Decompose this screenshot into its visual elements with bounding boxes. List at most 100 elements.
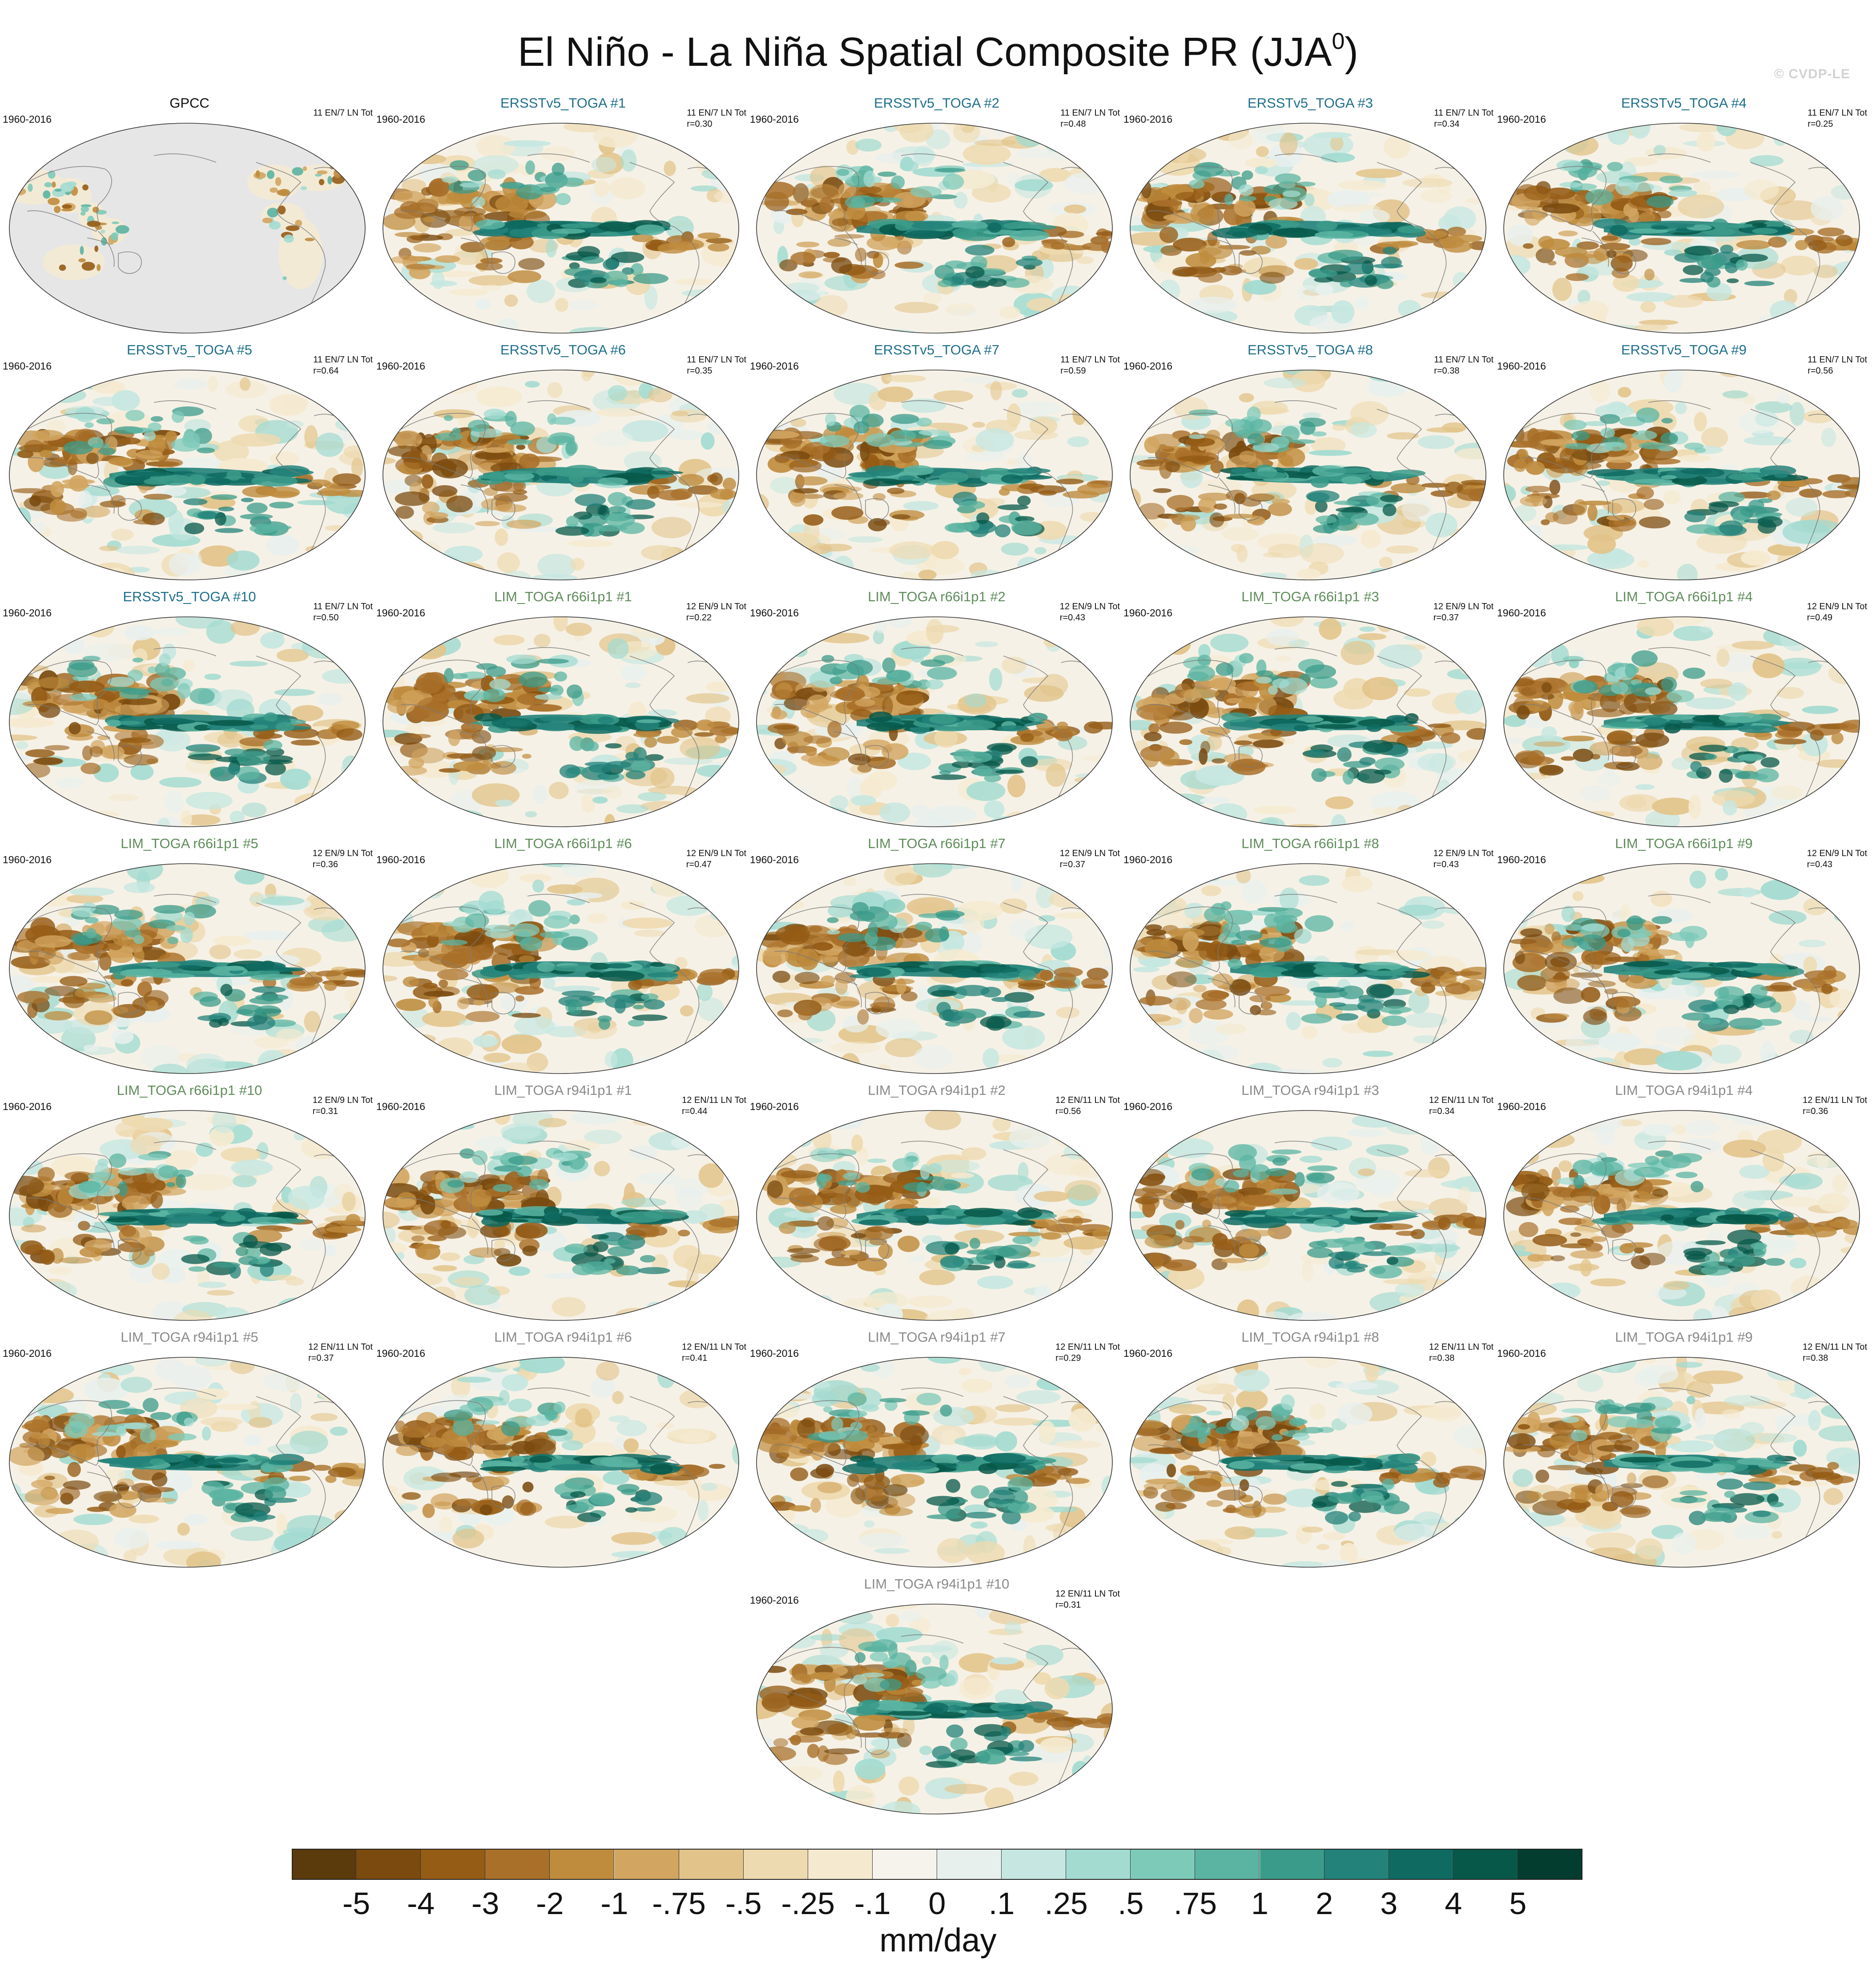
colorbar-units: mm/day (879, 1922, 997, 1959)
panel-pattern-correlation: r=0.38 (1803, 1353, 1828, 1363)
panel-pattern-correlation: r=0.37 (308, 1353, 334, 1363)
panel-title: LIM_TOGA r66i1p1 #6 (494, 836, 632, 851)
global-map (1502, 1107, 1862, 1324)
panel-title: LIM_TOGA r94i1p1 #10 (864, 1576, 1010, 1592)
panel-pattern-correlation: r=0.34 (1429, 1106, 1455, 1116)
panel-stats: 11 EN/7 LN Tot r=0.59 (1060, 354, 1120, 377)
panel-period: 1960-2016 (750, 113, 799, 125)
panel-title: ERSSTv5_TOGA #10 (123, 589, 256, 604)
colorbar-swatch (550, 1849, 615, 1880)
colorbar-swatch (1066, 1849, 1131, 1880)
panel-pattern-correlation: r=0.38 (1429, 1353, 1455, 1363)
precipitation-composite-map (1503, 123, 1860, 334)
map-panel: LIM_TOGA r66i1p1 #2 1960-2016 12 EN/9 LN T… (750, 587, 1123, 834)
map-panel: LIM_TOGA r66i1p1 #5 1960-2016 12 EN/9 LN T… (3, 834, 376, 1081)
map-panel: ERSSTv5_TOGA #1 1960-2016 11 EN/7 LN Tot r=… (376, 93, 750, 340)
panel-period: 1960-2016 (3, 854, 52, 865)
colorbar-tick-label: -2 (536, 1886, 564, 1921)
panel-period: 1960-2016 (3, 1348, 52, 1359)
panel-stats: 11 EN/7 LN Tot r=0.30 (687, 108, 746, 130)
figure-title: El Niño - La Niña Spatial Composite PR (… (0, 17, 1876, 76)
panel-pattern-correlation: r=0.37 (1433, 613, 1459, 623)
colorbar-swatch (1002, 1849, 1067, 1880)
panel-pattern-correlation: r=0.36 (1803, 1106, 1828, 1116)
precipitation-composite-map (9, 1110, 366, 1321)
global-map (7, 1107, 367, 1324)
panel-title: LIM_TOGA r66i1p1 #2 (868, 589, 1006, 604)
precipitation-composite-map (1130, 123, 1486, 334)
colorbar-tick-label: .5 (1118, 1886, 1144, 1921)
global-map (381, 1354, 741, 1571)
panel-period: 1960-2016 (3, 113, 52, 125)
panel-event-counts: 12 EN/9 LN Tot (686, 849, 746, 858)
colorbar (292, 1849, 1582, 1880)
global-map (1502, 861, 1862, 1077)
map-panel: LIM_TOGA r94i1p1 #7 1960-2016 12 EN/11 LN … (750, 1327, 1123, 1574)
precipitation-composite-map (756, 370, 1113, 580)
panel-stats: 11 EN/7 LN Tot r=0.35 (687, 354, 746, 377)
panel-stats: 12 EN/9 LN Tot r=0.37 (1433, 601, 1494, 623)
panel-pattern-correlation: r=0.47 (686, 860, 712, 869)
colorbar-tick-label: 5 (1509, 1886, 1527, 1921)
panel-event-counts: 11 EN/7 LN Tot (1808, 108, 1867, 118)
figure-title-tail: ) (1345, 29, 1359, 75)
panel-pattern-correlation: r=0.37 (1059, 860, 1085, 869)
global-map (381, 367, 741, 583)
colorbar-tick-label: 2 (1316, 1886, 1333, 1921)
panel-period: 1960-2016 (750, 1594, 799, 1606)
map-panel: ERSSTv5_TOGA #8 1960-2016 11 EN/7 LN Tot r=… (1123, 340, 1497, 587)
colorbar-tick-label: 4 (1445, 1886, 1462, 1921)
map-panel: LIM_TOGA r66i1p1 #6 1960-2016 12 EN/9 LN T… (376, 834, 750, 1081)
panel-stats: 11 EN/7 LN Tot r=0.64 (313, 354, 373, 377)
panel-event-counts: 12 EN/11 LN Tot (1055, 1342, 1120, 1352)
panel-title: LIM_TOGA r94i1p1 #6 (494, 1329, 632, 1345)
panel-event-counts: 11 EN/7 LN Tot (1808, 355, 1867, 365)
colorbar-tick-label: -3 (471, 1886, 499, 1921)
map-panel: LIM_TOGA r94i1p1 #4 1960-2016 12 EN/11 LN … (1497, 1081, 1871, 1327)
precipitation-composite-map (382, 1357, 739, 1568)
panel-stats: 12 EN/11 LN Tot r=0.29 (1055, 1342, 1120, 1364)
colorbar-swatch (1131, 1849, 1196, 1880)
panel-event-counts: 11 EN/7 LN Tot (1060, 355, 1120, 365)
panel-title: LIM_TOGA r94i1p1 #9 (1615, 1329, 1753, 1345)
global-map (7, 861, 367, 1077)
panel-title: LIM_TOGA r94i1p1 #5 (121, 1329, 258, 1345)
panel-title: ERSSTv5_TOGA #5 (127, 342, 252, 358)
panel-period: 1960-2016 (750, 1101, 799, 1112)
panel-stats: 11 EN/7 LN Tot r=0.38 (1434, 354, 1494, 377)
colorbar-swatch (356, 1849, 421, 1880)
colorbar-swatch (292, 1849, 357, 1880)
panel-event-counts: 11 EN/7 LN Tot (1434, 355, 1494, 365)
panel-event-counts: 12 EN/9 LN Tot (312, 849, 373, 858)
panel-period: 1960-2016 (1123, 113, 1172, 125)
map-panel: LIM_TOGA r66i1p1 #4 1960-2016 12 EN/9 LN T… (1497, 587, 1871, 834)
precipitation-composite-map (9, 1357, 366, 1568)
colorbar-tick-label: -.5 (725, 1886, 762, 1921)
map-panel: ERSSTv5_TOGA #10 1960-2016 11 EN/7 LN Tot r… (3, 587, 376, 834)
panel-period: 1960-2016 (376, 360, 425, 372)
panel-title: LIM_TOGA r66i1p1 #8 (1241, 836, 1379, 851)
panel-pattern-correlation: r=0.50 (313, 613, 339, 623)
panel-period: 1960-2016 (1123, 1348, 1172, 1359)
panel-pattern-correlation: r=0.64 (313, 366, 339, 376)
colorbar-swatch (1195, 1849, 1260, 1880)
panel-stats: 12 EN/11 LN Tot r=0.38 (1803, 1342, 1867, 1364)
colorbar-tick-label: .75 (1173, 1886, 1217, 1921)
colorbar-swatch (808, 1849, 873, 1880)
global-map (1502, 614, 1862, 830)
panel-period: 1960-2016 (1497, 113, 1546, 125)
panel-stats: 11 EN/7 LN Tot r=0.56 (1808, 354, 1867, 377)
map-panel: GPCC 1960-2016 11 EN/7 LN Tot (3, 93, 376, 340)
map-panel: ERSSTv5_TOGA #4 1960-2016 11 EN/7 LN Tot r=… (1497, 93, 1871, 340)
precipitation-composite-map (1130, 1357, 1486, 1568)
panel-pattern-correlation: r=0.49 (1807, 613, 1832, 623)
panel-period: 1960-2016 (3, 1101, 52, 1112)
panel-period: 1960-2016 (3, 607, 52, 619)
precipitation-composite-map (756, 1110, 1113, 1321)
panel-event-counts: 12 EN/9 LN Tot (686, 602, 746, 611)
watermark: © CVDP-LE (1774, 67, 1850, 81)
colorbar-tick-label: -4 (407, 1886, 435, 1921)
panel-event-counts: 12 EN/11 LN Tot (1803, 1342, 1867, 1352)
panel-stats: 12 EN/9 LN Tot r=0.43 (1807, 848, 1867, 870)
panel-title: LIM_TOGA r66i1p1 #5 (121, 836, 258, 851)
